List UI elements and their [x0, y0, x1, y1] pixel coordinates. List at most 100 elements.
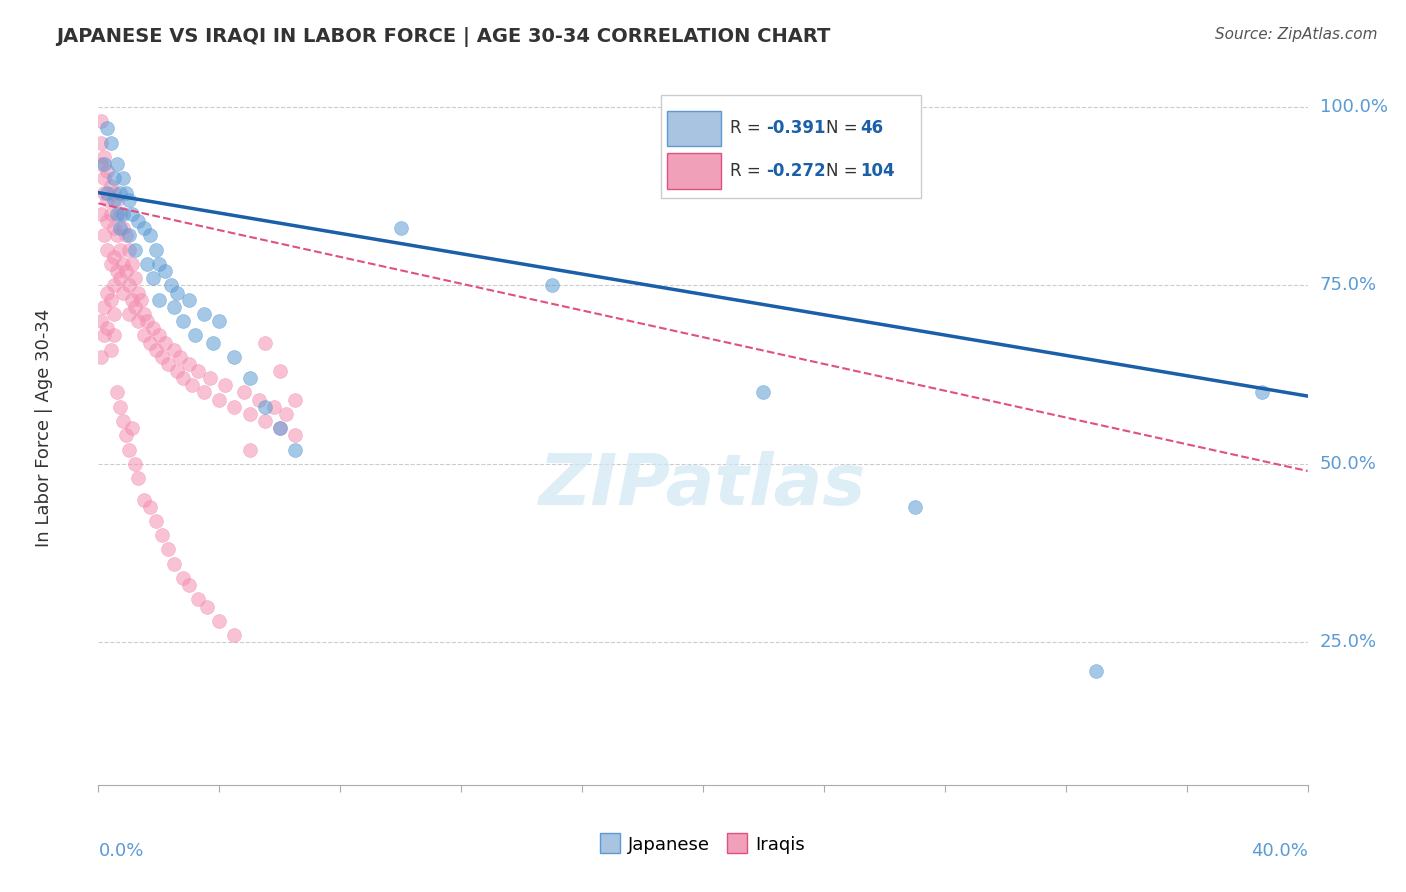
Point — [100, 178, 122, 193]
Point — [114, 228, 136, 243]
Point — [124, 271, 146, 285]
Text: 75.0%: 75.0% — [1320, 277, 1376, 294]
Point — [195, 599, 218, 614]
Point — [284, 442, 307, 457]
Point — [108, 400, 131, 414]
FancyBboxPatch shape — [661, 95, 921, 198]
Point — [121, 257, 143, 271]
Point — [163, 557, 186, 571]
Point — [150, 528, 173, 542]
Point — [224, 628, 246, 642]
Point — [96, 193, 118, 207]
Text: Source: ZipAtlas.com: Source: ZipAtlas.com — [1215, 27, 1378, 42]
Text: 50.0%: 50.0% — [1320, 455, 1376, 473]
Point — [239, 371, 262, 385]
Point — [166, 285, 188, 300]
Point — [124, 457, 146, 471]
Text: N =: N = — [827, 120, 863, 137]
Text: -0.391: -0.391 — [766, 120, 825, 137]
Point — [540, 278, 562, 293]
Text: JAPANESE VS IRAQI IN LABOR FORCE | AGE 30-34 CORRELATION CHART: JAPANESE VS IRAQI IN LABOR FORCE | AGE 3… — [56, 27, 831, 46]
Point — [269, 421, 291, 435]
Point — [103, 328, 125, 343]
Point — [132, 492, 155, 507]
Point — [108, 271, 131, 285]
Point — [118, 442, 141, 457]
Text: 0.0%: 0.0% — [98, 842, 143, 860]
Point — [96, 186, 118, 200]
Point — [90, 114, 112, 128]
Point — [224, 400, 246, 414]
Text: In Labor Force | Age 30-34: In Labor Force | Age 30-34 — [35, 309, 53, 548]
Point — [108, 186, 131, 200]
Point — [114, 186, 136, 200]
Point — [114, 428, 136, 442]
Text: ZIPatlas: ZIPatlas — [540, 450, 866, 520]
Point — [200, 371, 222, 385]
Point — [96, 243, 118, 257]
Point — [253, 400, 276, 414]
Point — [1085, 664, 1108, 678]
Point — [93, 328, 115, 343]
Point — [103, 307, 125, 321]
Point — [284, 428, 307, 442]
Point — [150, 350, 173, 364]
Point — [90, 314, 112, 328]
Point — [103, 221, 125, 235]
Text: R =: R = — [730, 162, 766, 180]
Point — [181, 378, 204, 392]
Point — [100, 343, 122, 357]
Point — [103, 278, 125, 293]
Point — [269, 421, 291, 435]
Point — [193, 385, 215, 400]
Point — [105, 385, 128, 400]
Point — [139, 500, 162, 514]
Point — [90, 207, 112, 221]
Point — [111, 207, 134, 221]
Point — [111, 221, 134, 235]
Point — [127, 214, 149, 228]
Point — [96, 285, 118, 300]
Point — [263, 400, 285, 414]
Point — [208, 314, 231, 328]
Point — [208, 392, 231, 407]
Point — [253, 335, 276, 350]
Legend: Japanese, Iraqis: Japanese, Iraqis — [593, 828, 813, 862]
Point — [187, 592, 209, 607]
Text: 46: 46 — [860, 120, 883, 137]
Point — [93, 157, 115, 171]
Point — [103, 186, 125, 200]
Point — [132, 221, 155, 235]
Point — [127, 285, 149, 300]
Point — [148, 257, 170, 271]
Point — [135, 257, 157, 271]
Point — [100, 257, 122, 271]
Point — [169, 350, 191, 364]
Point — [118, 307, 141, 321]
Point — [103, 171, 125, 186]
Point — [187, 364, 209, 378]
Point — [247, 392, 270, 407]
Point — [135, 314, 157, 328]
Point — [105, 157, 128, 171]
Point — [93, 228, 115, 243]
Point — [118, 228, 141, 243]
Point — [139, 335, 162, 350]
Point — [93, 186, 115, 200]
Point — [105, 193, 128, 207]
Point — [142, 271, 165, 285]
Point — [163, 300, 186, 314]
Point — [139, 228, 162, 243]
Point — [108, 207, 131, 221]
Point — [118, 278, 141, 293]
FancyBboxPatch shape — [666, 111, 721, 146]
Text: 40.0%: 40.0% — [1251, 842, 1308, 860]
Point — [100, 136, 122, 150]
Point — [118, 243, 141, 257]
Point — [160, 278, 183, 293]
Point — [239, 407, 262, 421]
Point — [124, 243, 146, 257]
Point — [1251, 385, 1274, 400]
Point — [100, 207, 122, 221]
Point — [145, 514, 167, 528]
